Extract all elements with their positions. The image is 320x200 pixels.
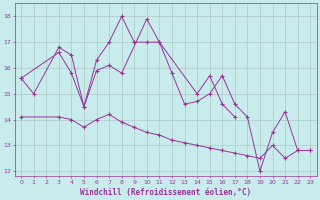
- X-axis label: Windchill (Refroidissement éolien,°C): Windchill (Refroidissement éolien,°C): [80, 188, 251, 197]
